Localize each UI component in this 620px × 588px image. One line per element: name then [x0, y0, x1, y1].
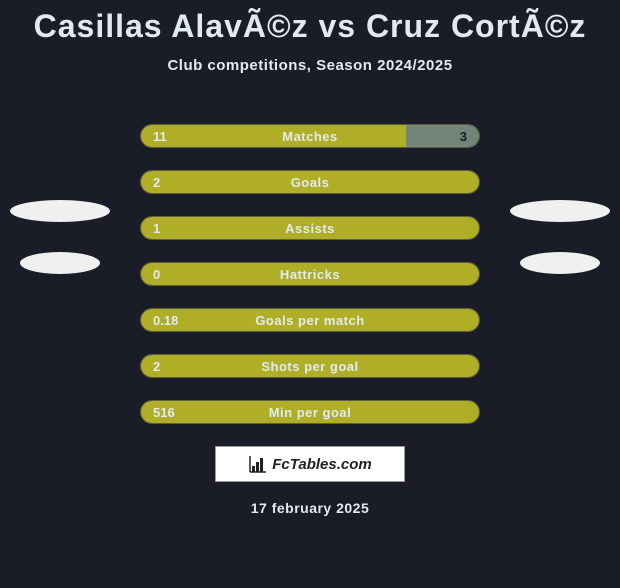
stat-label: Matches: [282, 129, 338, 144]
stat-bar: 0.18 Goals per match: [140, 308, 480, 332]
subtitle: Club competitions, Season 2024/2025: [0, 57, 620, 74]
brand-text: FcTables.com: [272, 456, 371, 473]
stat-bar-left-segment: [141, 125, 406, 147]
stat-left-value: 516: [153, 405, 175, 420]
logo-placeholder-ellipse: [510, 200, 610, 222]
logo-placeholder-ellipse: [10, 200, 110, 222]
stat-label: Min per goal: [269, 405, 352, 420]
stat-right-value: 3: [460, 129, 467, 144]
brand-badge: FcTables.com: [215, 446, 405, 482]
page-title: Casillas AlavÃ©z vs Cruz CortÃ©z: [0, 8, 620, 45]
stat-left-value: 2: [153, 359, 160, 374]
stat-bar: 0 Hattricks: [140, 262, 480, 286]
stat-label: Assists: [285, 221, 335, 236]
stat-bar: 1 Assists: [140, 216, 480, 240]
stat-bar: 2 Shots per goal: [140, 354, 480, 378]
date-label: 17 february 2025: [0, 500, 620, 516]
stat-label: Goals per match: [255, 313, 364, 328]
logo-placeholder-ellipse: [520, 252, 600, 274]
stat-left-value: 2: [153, 175, 160, 190]
stat-left-value: 0.18: [153, 313, 178, 328]
logo-placeholder-ellipse: [20, 252, 100, 274]
stat-bar: 516 Min per goal: [140, 400, 480, 424]
stat-left-value: 0: [153, 267, 160, 282]
stat-bar-right-segment: [406, 125, 479, 147]
stats-container: 11 Matches 3 2 Goals 1 Assists 0 Hattricks 0.18 Go…: [140, 124, 480, 424]
stat-left-value: 11: [153, 129, 167, 144]
brand-icon: [248, 454, 268, 474]
stat-bar: 11 Matches 3: [140, 124, 480, 148]
stat-label: Goals: [291, 175, 330, 190]
stat-bar: 2 Goals: [140, 170, 480, 194]
stat-left-value: 1: [153, 221, 160, 236]
stat-label: Hattricks: [280, 267, 340, 282]
stat-label: Shots per goal: [261, 359, 358, 374]
